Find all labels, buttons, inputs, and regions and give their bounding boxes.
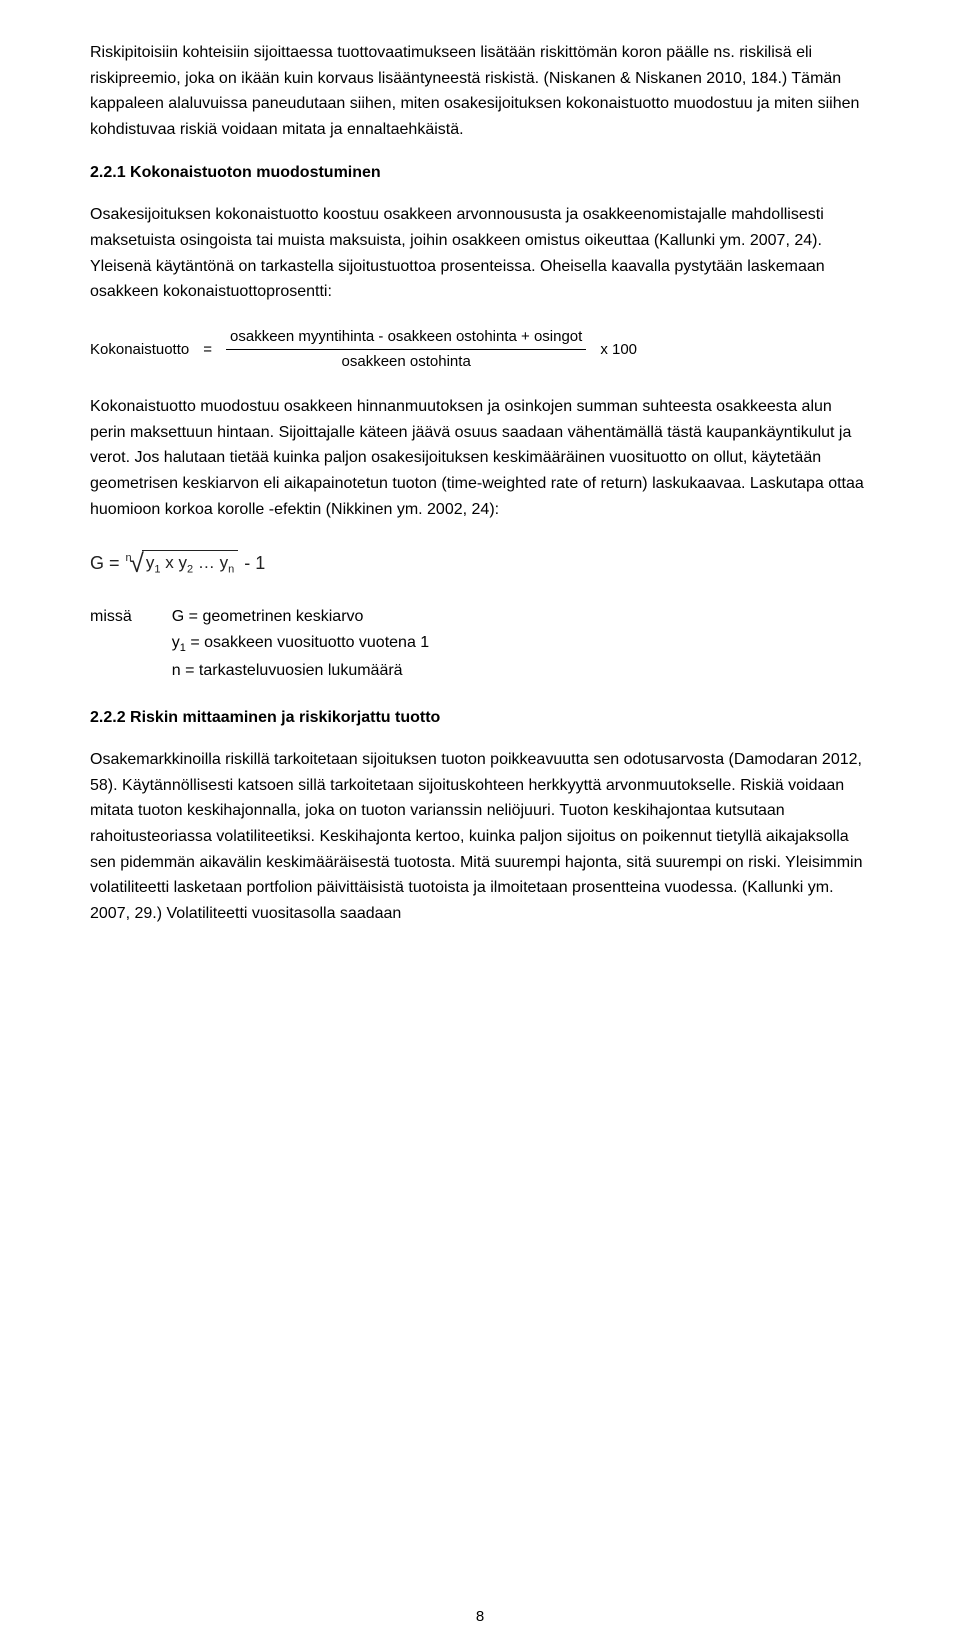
heading-2-2-1: 2.2.1 Kokonaistuoton muodostuminen — [90, 164, 870, 182]
page-number: 8 — [0, 1608, 960, 1625]
where-label: missä — [90, 604, 132, 683]
where-y: y — [172, 634, 180, 651]
formula-tail: x 100 — [600, 341, 637, 358]
g-tail: - 1 — [244, 553, 265, 574]
document-page: Riskipitoisiin kohteisiin sijoittaessa t… — [0, 0, 960, 1639]
times-1: x — [161, 553, 179, 572]
dots: … — [193, 553, 219, 572]
where-line-1: G = geometrinen keskiarvo — [172, 604, 429, 630]
where-block: missä G = geometrinen keskiarvo y1 = osa… — [90, 604, 870, 683]
fraction-numerator: osakkeen myyntihinta - osakkeen ostohint… — [226, 327, 586, 350]
where-line-2: y1 = osakkeen vuosituotto vuotena 1 — [172, 630, 429, 658]
paragraph-3: Kokonaistuotto muodostuu osakkeen hinnan… — [90, 394, 870, 522]
formula-geometric-mean: G = n √ y1 x y2 … yn - 1 — [90, 550, 870, 576]
g-lhs: G = — [90, 553, 120, 574]
where-line-3: n = tarkasteluvuosien lukumäärä — [172, 658, 429, 684]
y2-var: y — [179, 553, 188, 572]
fraction: osakkeen myyntihinta - osakkeen ostohint… — [226, 327, 586, 373]
yn-var: y — [220, 553, 229, 572]
nth-root: n √ y1 x y2 … yn — [126, 550, 239, 576]
yn-sub: n — [228, 564, 234, 576]
paragraph-2: Osakesijoituksen kokonaistuotto koostuu … — [90, 202, 870, 304]
formula-lhs: Kokonaistuotto — [90, 341, 189, 358]
formula-kokonaistuotto: Kokonaistuotto = osakkeen myyntihinta - … — [90, 327, 870, 373]
heading-2-2-2: 2.2.2 Riskin mittaaminen ja riskikorjatt… — [90, 709, 870, 727]
equals-sign: = — [203, 341, 212, 358]
where-lines: G = geometrinen keskiarvo y1 = osakkeen … — [172, 604, 429, 683]
paragraph-1: Riskipitoisiin kohteisiin sijoittaessa t… — [90, 40, 870, 142]
fraction-denominator: osakkeen ostohinta — [338, 350, 475, 372]
paragraph-4: Osakemarkkinoilla riskillä tarkoitetaan … — [90, 747, 870, 926]
where-y-desc: = osakkeen vuosituotto vuotena 1 — [186, 634, 429, 651]
radicand: y1 x y2 … yn — [142, 550, 238, 576]
